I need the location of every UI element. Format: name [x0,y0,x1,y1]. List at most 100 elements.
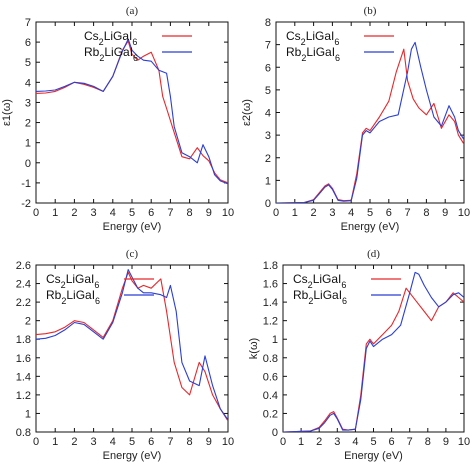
x-tick-label: 3 [91,207,97,219]
y-tick-label: 2 [25,316,31,328]
y-tick-label: 1.4 [16,371,31,383]
x-tick-label: 1 [52,436,58,448]
x-tick-label: 8 [187,207,193,219]
y-tick-label: 2 [265,153,271,165]
plot-frame [282,264,465,433]
panel-label: (b) [364,5,377,17]
x-tick-label: 10 [222,436,234,448]
y-tick-label: 5 [25,57,31,69]
y-tick-label: -2 [21,198,31,210]
y-tick-label: 4 [25,77,31,89]
x-tick-label: 4 [110,436,116,448]
y-tick-label: 2.4 [16,279,31,291]
x-tick-label: 2 [71,207,77,219]
y-tick-label: 0 [272,427,278,439]
y-tick-label: 1 [265,175,271,187]
x-tick-label: 1 [52,207,58,219]
x-tick-label: 9 [443,436,449,448]
y-tick-label: 3 [25,97,31,109]
x-tick-label: 0 [33,436,39,448]
y-tick-label: 4 [265,108,271,120]
panel-label: (a) [126,5,139,17]
y-tick-label: 1.4 [263,297,278,309]
x-tick-label: 7 [407,436,413,448]
y-tick-label: 0.8 [263,353,278,365]
y-tick-label: 0.4 [263,390,278,402]
x-tick-label: 6 [389,436,395,448]
x-tick-label: 8 [423,207,429,219]
x-axis-label: Energy (eV) [103,221,162,233]
legend-label: Rb2LiGaI6 [84,45,138,63]
x-tick-label: 7 [167,436,173,448]
x-tick-label: 5 [129,207,135,219]
x-tick-label: 0 [280,436,286,448]
y-tick-label: 7 [25,17,31,29]
y-tick-label: 2 [25,118,31,130]
x-tick-label: 10 [222,207,234,219]
y-tick-label: 0 [265,198,271,210]
x-tick-label: 3 [91,436,97,448]
y-tick-label: 1.8 [263,260,278,272]
x-tick-label: 9 [206,436,212,448]
y-tick-label: 6 [25,37,31,49]
x-tick-label: 5 [370,436,376,448]
chart-panel-1: 0 1 2 3 4 5 6 7 8 9 10 -2 -1 0 1 2 3 4 5 6 7 (a) Energy (eV) ε1… [1,5,234,233]
legend-label: Cs2LiGaI6 [286,29,339,47]
y-tick-label: 2.2 [16,297,31,309]
y-tick-label: 1 [25,408,31,420]
y-tick-label: 0.2 [263,408,278,420]
x-tick-label: 3 [329,207,335,219]
y-tick-label: 5 [265,85,271,97]
chart-panel-3: 0 1 2 3 4 5 6 7 8 9 10 0.8 1 1.2 1.4 1.6 1.8 2 2.2 2.4 2.6 (c… [16,248,234,462]
y-tick-label: 0 [25,158,31,170]
series-line-rb2ligai6 [283,271,464,432]
panel-label: (c) [126,248,139,260]
series-line-cs2ligai6 [283,287,464,432]
legend-label: Rb2LiGaI6 [293,288,347,306]
x-tick-label: 8 [187,436,193,448]
x-axis-label: Energy (eV) [103,450,162,462]
x-tick-label: 10 [458,207,470,219]
x-tick-label: 9 [206,207,212,219]
plot-frame [35,264,229,433]
y-tick-label: 1.6 [263,279,278,291]
x-tick-label: 8 [425,436,431,448]
y-tick-label: 6 [265,62,271,74]
x-tick-label: 4 [352,436,358,448]
y-tick-label: 1 [272,334,278,346]
plot-frame [275,21,465,204]
x-tick-label: 2 [316,436,322,448]
y-axis-label: ε2(ω) [241,99,253,126]
y-tick-label: 3 [265,130,271,142]
x-tick-label: 2 [71,436,77,448]
y-tick-label: 1.2 [263,316,278,328]
x-tick-label: 0 [273,207,279,219]
x-tick-label: 1 [292,207,298,219]
y-tick-label: 1.2 [16,390,31,402]
x-tick-label: 1 [298,436,304,448]
legend-label: Cs2LiGaI6 [293,272,346,290]
legend-label: Rb2LiGaI6 [46,288,100,306]
y-tick-label: 7 [265,40,271,52]
y-tick-label: 8 [265,17,271,29]
legend-label: Cs2LiGaI6 [46,272,99,290]
x-axis-label: Energy (eV) [344,450,403,462]
x-tick-label: 4 [348,207,354,219]
x-tick-label: 7 [405,207,411,219]
y-tick-label: 1.8 [16,334,31,346]
x-tick-label: 6 [148,207,154,219]
y-tick-label: 0.8 [16,427,31,439]
chart-panel-4: 0 1 2 3 4 5 6 7 8 9 1000.20.40.60.811.21.41.61.8(d… [248,248,470,462]
series-line-rb2ligai6 [276,41,464,203]
x-tick-label: 6 [386,207,392,219]
x-tick-label: 3 [334,436,340,448]
y-tick-label: 1.6 [16,353,31,365]
series-line-cs2ligai6 [36,40,228,184]
x-tick-label: 2 [311,207,317,219]
legend-label: Rb2LiGaI6 [286,45,340,63]
x-tick-label: 4 [110,207,116,219]
x-tick-label: 6 [148,436,154,448]
y-tick-label: 0.6 [263,371,278,383]
